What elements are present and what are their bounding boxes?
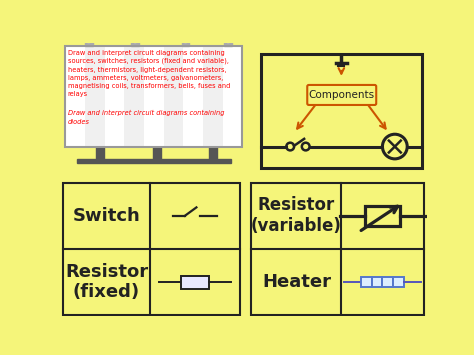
Bar xyxy=(153,147,161,160)
Bar xyxy=(144,47,164,147)
Bar xyxy=(63,183,240,315)
Bar xyxy=(372,277,383,287)
Text: Draw and interpret circuit diagrams containing
sources, switches, resistors (fix: Draw and interpret circuit diagrams cont… xyxy=(68,50,230,97)
FancyBboxPatch shape xyxy=(307,85,376,105)
Bar xyxy=(209,147,217,160)
Bar xyxy=(261,54,422,168)
Bar xyxy=(124,47,144,147)
Bar xyxy=(105,47,124,147)
Bar xyxy=(65,47,242,147)
Bar xyxy=(131,40,139,47)
Circle shape xyxy=(131,35,139,43)
Bar xyxy=(181,275,209,289)
Circle shape xyxy=(224,35,232,43)
Text: Heater: Heater xyxy=(262,273,331,291)
Bar xyxy=(222,47,242,147)
Bar xyxy=(224,40,232,47)
Bar xyxy=(164,47,183,147)
Bar xyxy=(251,183,423,315)
Bar xyxy=(85,40,92,47)
Bar xyxy=(65,47,85,147)
Text: Resistor
(fixed): Resistor (fixed) xyxy=(65,263,148,301)
Circle shape xyxy=(85,35,92,43)
Bar xyxy=(393,277,404,287)
Text: Switch: Switch xyxy=(73,207,140,225)
Bar xyxy=(361,277,372,287)
Bar xyxy=(182,40,190,47)
Bar xyxy=(203,47,222,147)
Bar xyxy=(183,47,203,147)
Text: Components: Components xyxy=(308,90,374,100)
Text: Resistor
(variable): Resistor (variable) xyxy=(251,196,342,235)
Text: Draw and interpret circuit diagrams containing
diodes: Draw and interpret circuit diagrams cont… xyxy=(68,110,224,125)
Bar xyxy=(77,159,230,164)
Circle shape xyxy=(182,35,190,43)
Bar xyxy=(85,47,105,147)
Bar xyxy=(383,277,393,287)
Bar xyxy=(365,206,400,226)
Bar xyxy=(96,147,104,160)
